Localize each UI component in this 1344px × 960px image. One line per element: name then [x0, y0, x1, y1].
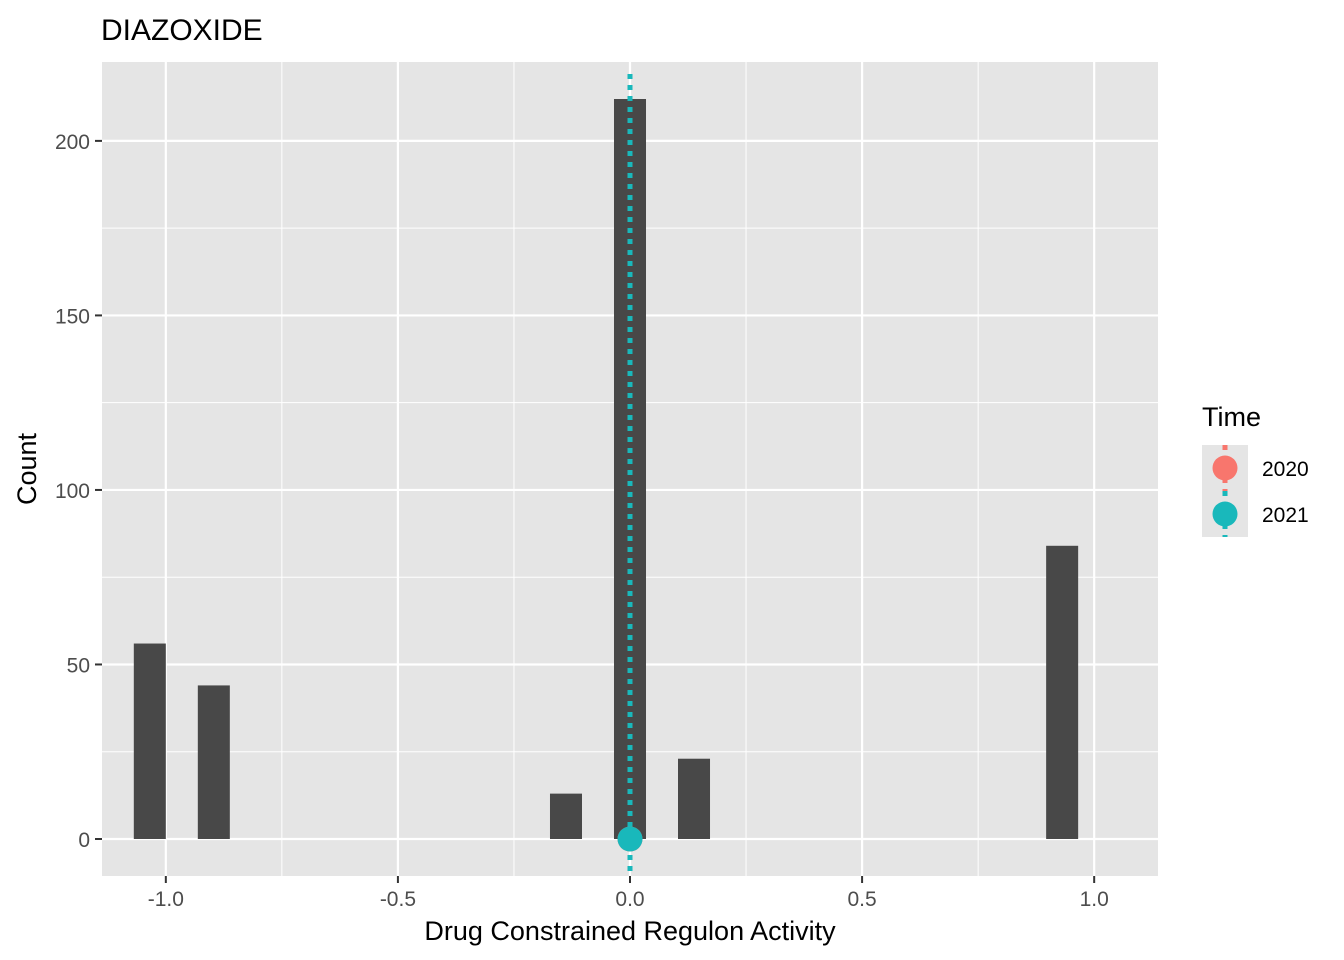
y-tick-label: 200 [55, 131, 90, 154]
legend-label-2020: 2020 [1262, 458, 1309, 481]
x-axis: -1.0 -0.5 0.0 0.5 1.0 [148, 876, 1109, 911]
x-tick-label: 0.5 [847, 888, 876, 911]
y-axis-label: Count [12, 432, 42, 505]
histogram-bar [133, 643, 166, 839]
x-tick-label: 0.0 [615, 888, 644, 911]
y-tick-label: 50 [67, 654, 90, 677]
legend-label-2021: 2021 [1262, 504, 1309, 527]
y-axis: 0 50 100 150 200 [55, 131, 102, 852]
x-tick-label: -0.5 [380, 888, 416, 911]
x-tick-label: 1.0 [1080, 888, 1109, 911]
legend-title: Time [1202, 402, 1261, 432]
y-tick-label: 0 [78, 829, 90, 852]
legend: Time 2020 2021 [1202, 402, 1309, 537]
legend-point-2021 [1212, 501, 1238, 527]
y-tick-label: 150 [55, 305, 90, 328]
legend-point-2020 [1212, 455, 1238, 481]
x-axis-label: Drug Constrained Regulon Activity [424, 916, 836, 946]
y-tick-label: 100 [55, 480, 90, 503]
histogram-bar [678, 758, 711, 839]
histogram-bar [1046, 545, 1079, 839]
histogram-bars [133, 99, 1079, 839]
x-tick-label: -1.0 [148, 888, 184, 911]
mean-point-2021 [617, 826, 643, 852]
mean-points [617, 826, 643, 852]
histogram-bar [549, 793, 582, 839]
histogram-bar [197, 685, 230, 839]
chart-title: DIAZOXIDE [101, 14, 263, 47]
